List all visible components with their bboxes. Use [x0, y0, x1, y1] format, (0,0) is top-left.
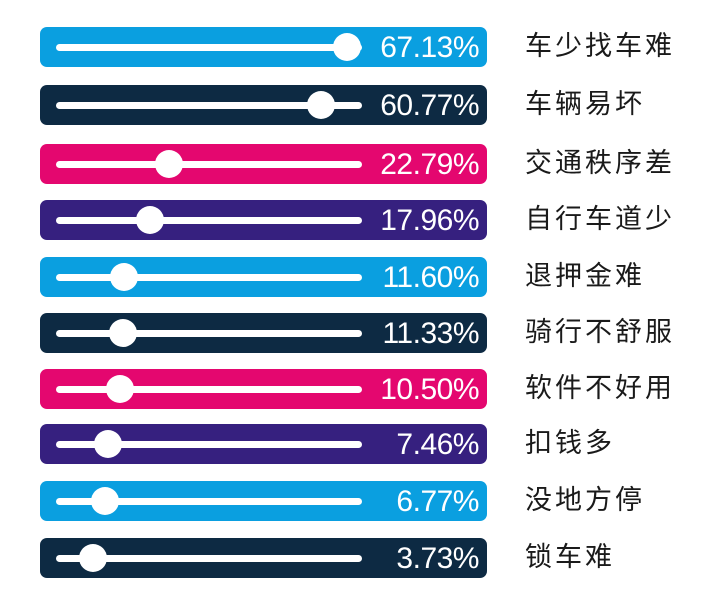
category-label: 扣钱多	[525, 428, 615, 459]
slider-track	[56, 555, 362, 562]
slider-track	[56, 386, 362, 393]
slider-knob	[109, 319, 138, 347]
chart-row: 6.77% 没地方停	[40, 481, 700, 521]
value-label: 3.73%	[396, 542, 479, 575]
bar: 7.46%	[40, 424, 487, 464]
chart-row: 22.79% 交通秩序差	[40, 144, 700, 184]
slider-knob	[78, 544, 107, 572]
chart-row: 10.50% 软件不好用	[40, 369, 700, 409]
chart-row: 3.73% 锁车难	[40, 538, 700, 578]
value-label: 11.60%	[382, 261, 479, 294]
slider-track	[56, 44, 362, 51]
bar: 6.77%	[40, 481, 487, 521]
bar: 11.60%	[40, 257, 487, 297]
category-label: 锁车难	[525, 542, 615, 573]
category-label: 退押金难	[525, 261, 645, 292]
bar: 10.50%	[40, 369, 487, 409]
chart-row: 17.96% 自行车道少	[40, 200, 700, 240]
category-label: 交通秩序差	[525, 148, 675, 179]
slider-knob	[135, 206, 164, 234]
category-label: 自行车道少	[525, 204, 675, 235]
bar: 3.73%	[40, 538, 487, 578]
value-label: 22.79%	[380, 148, 479, 181]
slider-knob	[91, 487, 120, 515]
bar: 22.79%	[40, 144, 487, 184]
value-label: 11.33%	[382, 317, 479, 350]
value-label: 17.96%	[380, 204, 479, 237]
category-label: 骑行不舒服	[525, 317, 675, 348]
slider-track	[56, 274, 362, 281]
chart-row: 11.33% 骑行不舒服	[40, 313, 700, 353]
value-label: 7.46%	[396, 428, 479, 461]
slider-track	[56, 102, 362, 109]
chart-row: 60.77% 车辆易坏	[40, 85, 700, 125]
chart-row: 7.46% 扣钱多	[40, 424, 700, 464]
category-label: 没地方停	[525, 485, 645, 516]
bar: 17.96%	[40, 200, 487, 240]
chart-row: 67.13% 车少找车难	[40, 27, 700, 67]
slider-track	[56, 441, 362, 448]
slider-knob	[106, 375, 134, 403]
chart-row: 11.60% 退押金难	[40, 257, 700, 297]
slider-knob	[332, 33, 361, 61]
slider-track	[56, 217, 362, 224]
slider-track	[56, 330, 362, 337]
slider-knob	[93, 430, 122, 458]
slider-knob	[110, 263, 139, 291]
slider-track	[56, 498, 362, 505]
value-label: 10.50%	[380, 373, 479, 406]
value-label: 67.13%	[380, 31, 479, 64]
slider-track	[56, 161, 362, 168]
category-label: 软件不好用	[525, 373, 675, 404]
category-label: 车辆易坏	[525, 89, 645, 120]
slider-knob	[307, 91, 336, 119]
bar: 67.13%	[40, 27, 487, 67]
bar: 11.33%	[40, 313, 487, 353]
value-label: 6.77%	[396, 485, 479, 518]
category-label: 车少找车难	[525, 31, 675, 62]
value-label: 60.77%	[380, 89, 479, 122]
slider-knob	[155, 150, 184, 178]
bar: 60.77%	[40, 85, 487, 125]
